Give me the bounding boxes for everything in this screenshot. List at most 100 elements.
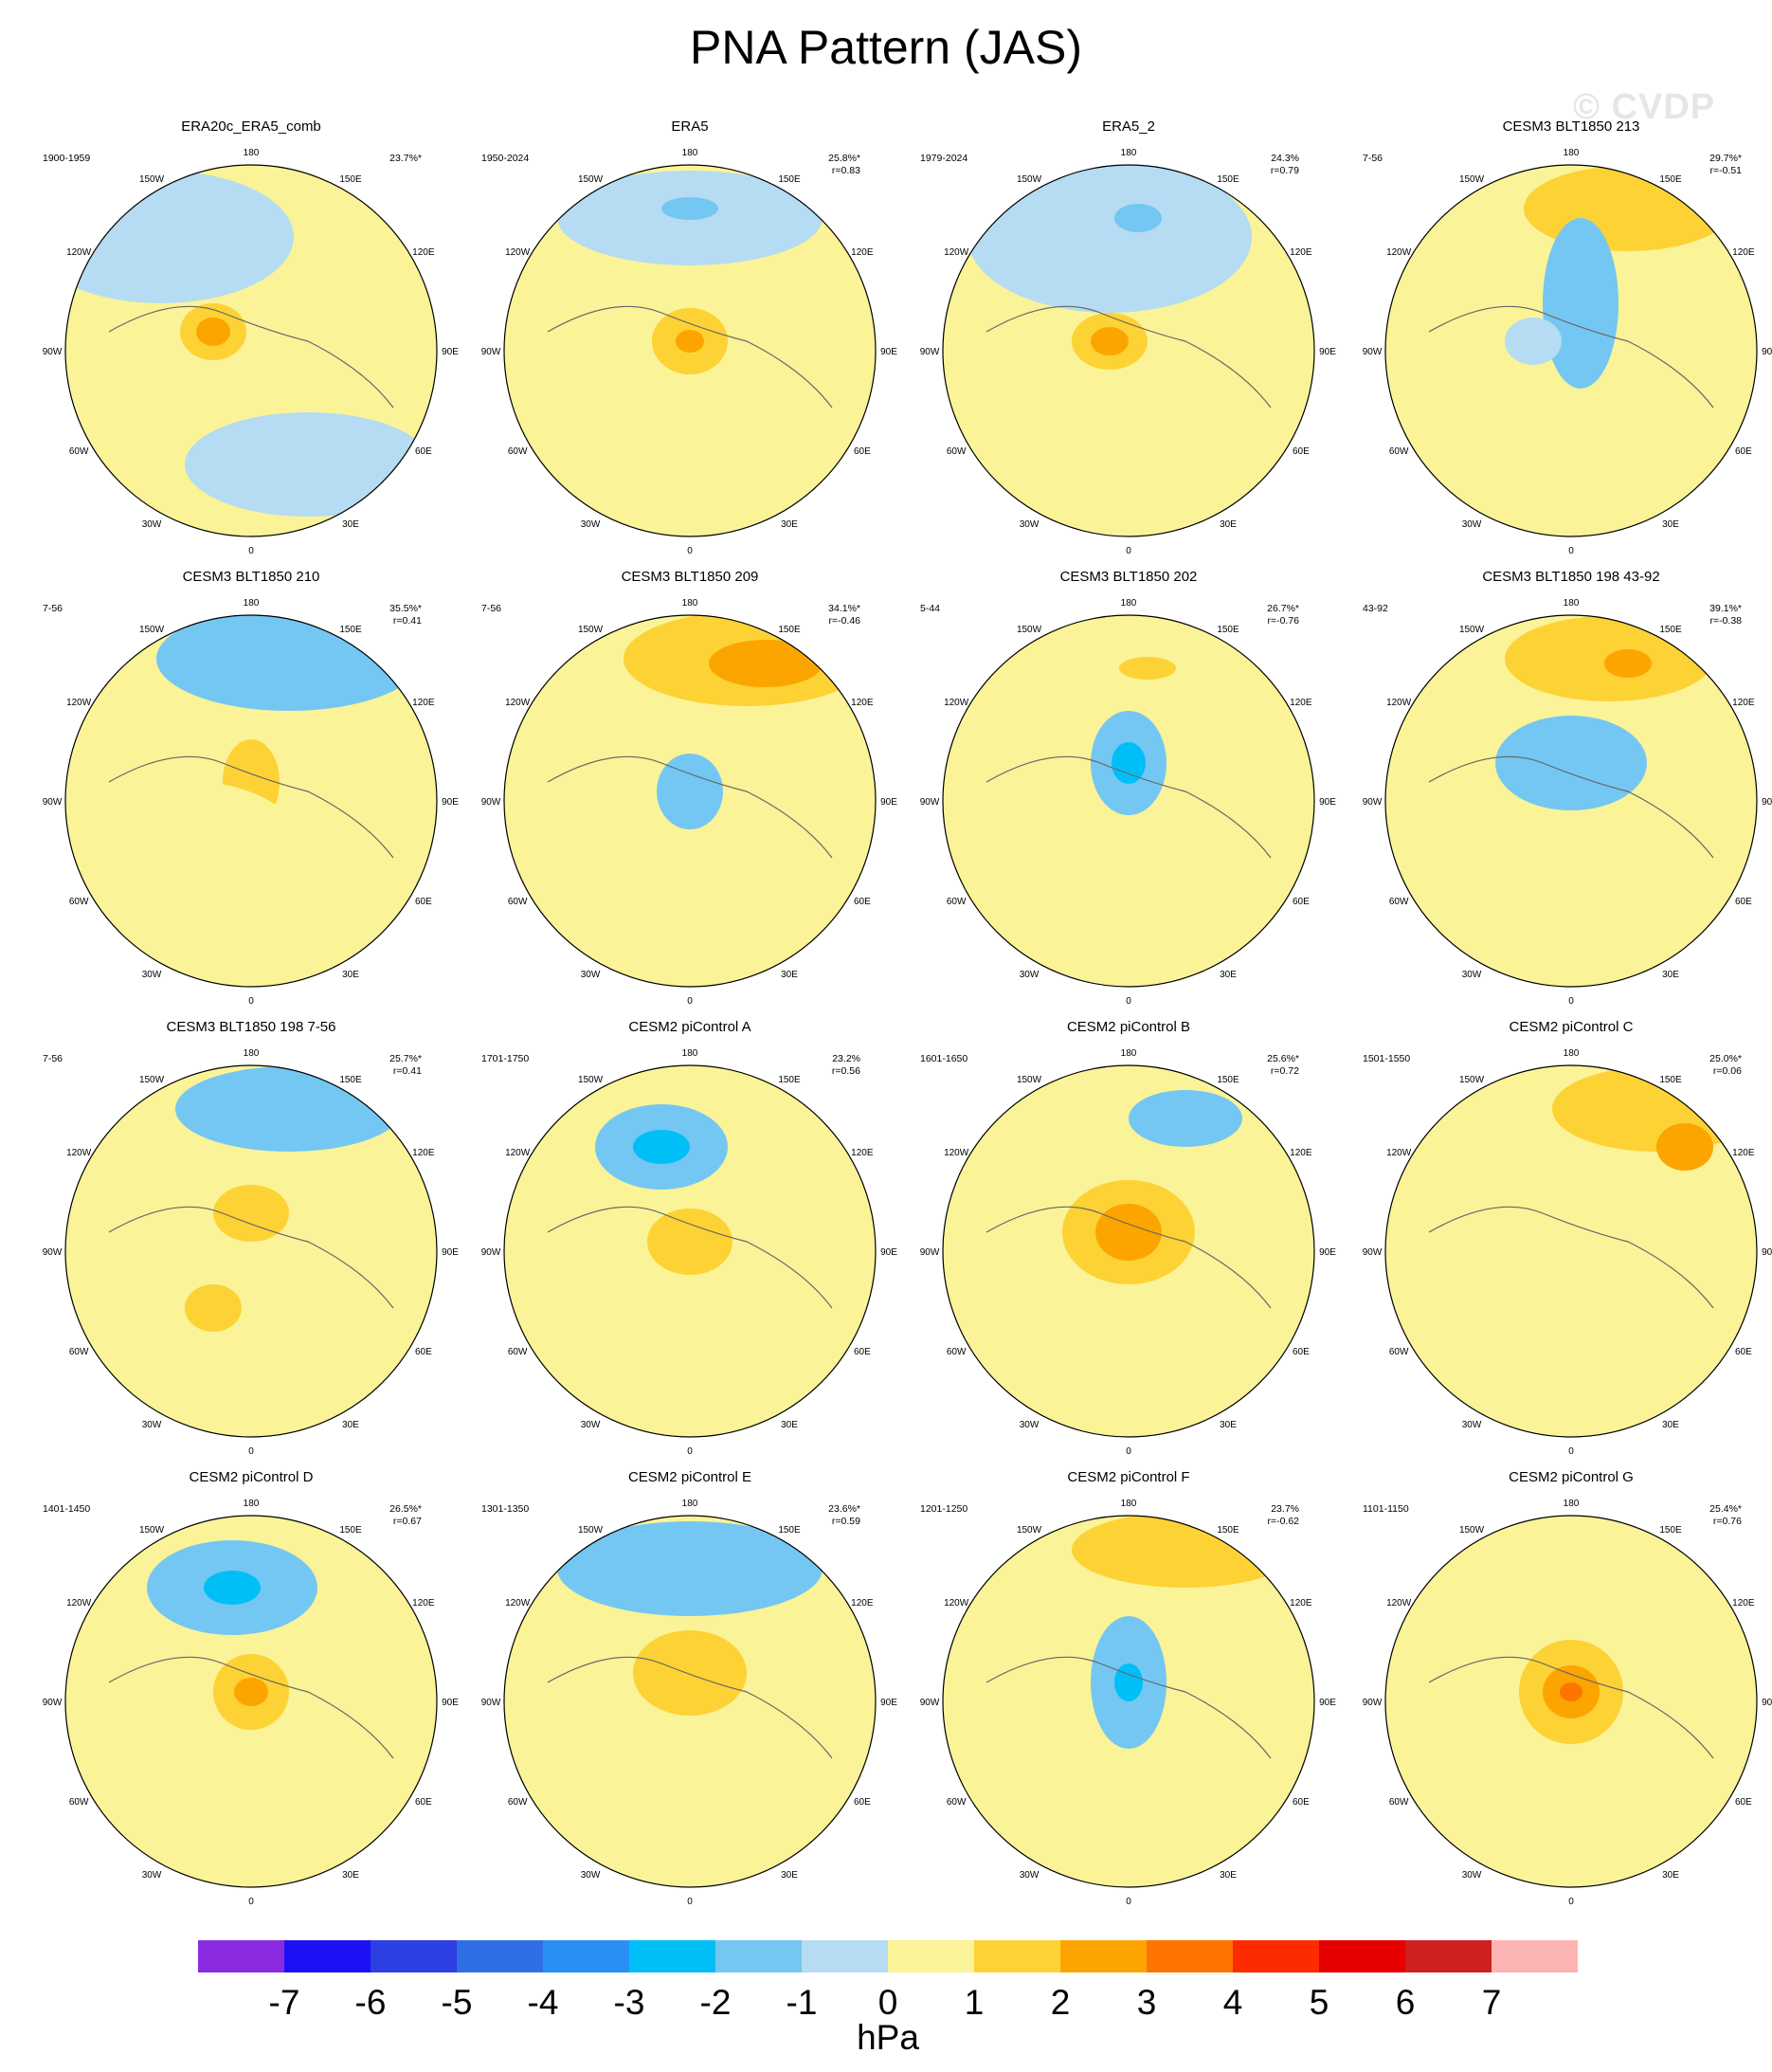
longitude-label: 30W [1020,1420,1040,1430]
longitude-label: 180 [1121,598,1137,609]
polar-map: CESM2 piControl A 1701-1750 23.2%r=0.56 180… [481,1019,898,1457]
anomaly-contour [967,165,1252,313]
longitude-label: 30E [342,1420,359,1430]
longitude-label: 60E [415,1797,432,1808]
panel-period: 1101-1150 [1363,1503,1409,1515]
map-panel: CESM3 BLT1850 198 43-92 43-92 39.1%* r=-0.3… [1363,564,1772,1009]
longitude-label: 60E [1293,1797,1310,1808]
longitude-label: 150W [1459,1525,1485,1536]
longitude-label: 150E [778,625,801,635]
panel-variance: 25.4%* [1709,1503,1742,1515]
longitude-label: 30W [1462,519,1482,530]
longitude-label: 150E [778,174,801,185]
longitude-label: 90E [880,1247,897,1258]
colorbar-swatch [1492,1940,1578,1972]
longitude-label: 30W [142,1420,162,1430]
map-panel: ERA20c_ERA5_comb 1900-1959 23.7%* 180 150E 12… [43,114,460,559]
longitude-label: 120W [66,1148,92,1158]
colorbar-tick: -7 [269,1983,300,2022]
colorbar-swatch [1319,1940,1405,1972]
longitude-label: 150W [1017,625,1042,635]
longitude-label: 180 [1121,148,1137,158]
longitude-label: 60W [947,446,967,457]
longitude-label: 30E [342,519,359,530]
anomaly-contour [1495,716,1647,810]
longitude-label: 30E [1662,519,1679,530]
longitude-label: 60W [1389,1797,1409,1808]
longitude-label: 150E [339,1075,362,1085]
panel-period: 1201-1250 [920,1503,967,1515]
colorbar-tick: -2 [700,1983,732,2022]
longitude-label: 90E [1319,797,1336,808]
colorbar-tick: -4 [528,1983,559,2022]
colorbar-swatch [1405,1940,1492,1972]
map-panel: CESM3 BLT1850 210 7-56 35.5%* r=0.41 180 150E… [43,564,460,1009]
panel-period: 7-56 [481,603,501,614]
anomaly-contour [204,1571,261,1605]
map-panel: ERA5 1950-2024 25.8%* r=0.83 180 150E 120E 90E 6… [481,114,898,559]
panel-title: CESM3 BLT1850 202 [1060,569,1198,585]
longitude-label: 90W [43,1247,63,1258]
longitude-label: 0 [248,1897,254,1907]
longitude-label: 180 [244,1048,260,1059]
map-border [1384,1515,1758,1888]
colorbar-tick: 6 [1396,1983,1416,2022]
panel-variance: 35.5%* [389,603,422,614]
longitude-label: 120E [1732,1148,1755,1158]
polar-map: CESM3 BLT1850 198 7-56 7-56 25.7%*r=0.41 18… [43,1019,460,1457]
longitude-label: 0 [1126,546,1131,556]
coastline [985,1206,1272,1309]
anomaly-contour [1119,657,1176,680]
panel-title: CESM3 BLT1850 213 [1503,118,1640,135]
anomaly-contour [65,171,294,303]
polar-map: CESM2 piControl F 1201-1250 23.7%r=-0.62 18… [920,1469,1337,1907]
longitude-label: 120E [1732,247,1755,258]
colorbar-tick: -6 [355,1983,387,2022]
map-panel: CESM2 piControl D 1401-1450 26.5%* r=0.67 18… [43,1464,460,1910]
longitude-label: 60E [1735,1347,1752,1357]
anomaly-contour [1505,1166,1600,1280]
coastline [1428,1656,1714,1759]
map-border [64,164,438,537]
coastline [985,305,1272,409]
longitude-label: 30E [1662,1870,1679,1881]
colorbar-tick: 1 [965,1983,985,2022]
colorbar-swatch [1147,1940,1233,1972]
longitude-label: 120W [66,1598,92,1609]
panel-period: 1950-2024 [481,153,529,164]
longitude-label: 60W [69,1797,89,1808]
longitude-label: 150W [1459,625,1485,635]
panel-title: CESM3 BLT1850 209 [622,569,759,585]
map-border [942,164,1315,537]
longitude-label: 90E [1319,347,1336,357]
map-panel: CESM2 piControl B 1601-1650 25.6%* r=0.72 18… [920,1014,1337,1460]
map-border [64,1064,438,1438]
longitude-label: 120E [1290,247,1312,258]
longitude-label: 90W [920,797,940,808]
panel-period: 1401-1450 [43,1503,90,1515]
colorbar-tick: 5 [1310,1983,1329,2022]
longitude-label: 30W [142,519,162,530]
longitude-label: 120W [505,1598,531,1609]
longitude-label: 120E [412,1598,435,1609]
colorbar-swatch [629,1940,715,1972]
longitude-label: 30E [1220,1870,1237,1881]
colorbar-swatch [1060,1940,1147,1972]
panel-correlation: r=-0.51 [1709,165,1742,176]
map-border [1384,614,1758,988]
panel-period: 5-44 [920,603,940,614]
longitude-label: 90W [43,1698,63,1708]
longitude-label: 60W [69,897,89,907]
panel-correlation: r=0.76 [1713,1516,1742,1527]
anomaly-contour [548,389,680,464]
map-background [65,1065,437,1437]
colorbar-tick: 3 [1137,1983,1157,2022]
longitude-label: 60W [947,1797,967,1808]
longitude-label: 90E [442,1698,459,1708]
longitude-label: 120E [851,1598,874,1609]
longitude-label: 0 [248,996,254,1007]
map-border [64,1515,438,1888]
map-border [942,614,1315,988]
longitude-label: 150E [778,1525,801,1536]
longitude-label: 90W [481,1698,501,1708]
